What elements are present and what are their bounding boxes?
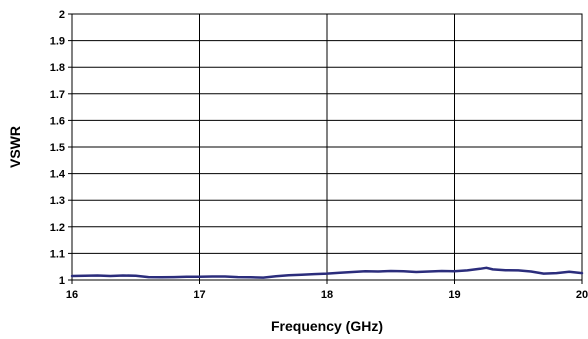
grid-lines [68,13,583,284]
data-series [70,266,584,279]
x-axis-title: Frequency (GHz) [271,318,383,334]
y-tick-label: 1.5 [50,142,65,154]
plot-area-frame [71,13,583,281]
y-tick-label: 1.1 [50,248,65,260]
y-tick-label: 1.9 [50,36,65,48]
x-tick-label: 17 [193,289,205,301]
y-tick-label: 2 [59,9,65,21]
x-tick-label: 18 [321,289,333,301]
x-tick-label: 19 [448,289,460,301]
y-tick-label: 1.4 [50,169,66,181]
x-tick-label: 20 [576,289,588,301]
y-tick-label: 1.6 [50,115,65,127]
y-tick-label: 1.7 [50,89,65,101]
y-tick-label: 1.3 [50,195,65,207]
tick-labels: 1 1.1 1.2 1.3 1.4 1.5 1.6 1.7 1.8 1.9 2 16 17 18 19 20 [50,9,588,301]
vswr-series-line [70,266,584,279]
y-tick-label: 1 [59,275,65,287]
y-axis-title: VSWR [7,126,23,168]
x-tick-label: 16 [66,289,78,301]
y-tick-label: 1.8 [50,62,65,74]
y-tick-label: 1.2 [50,222,65,234]
